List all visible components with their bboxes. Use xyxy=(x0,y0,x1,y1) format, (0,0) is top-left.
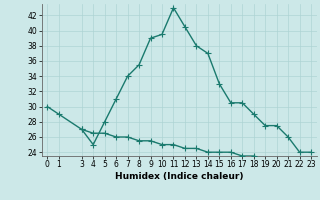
X-axis label: Humidex (Indice chaleur): Humidex (Indice chaleur) xyxy=(115,172,244,181)
